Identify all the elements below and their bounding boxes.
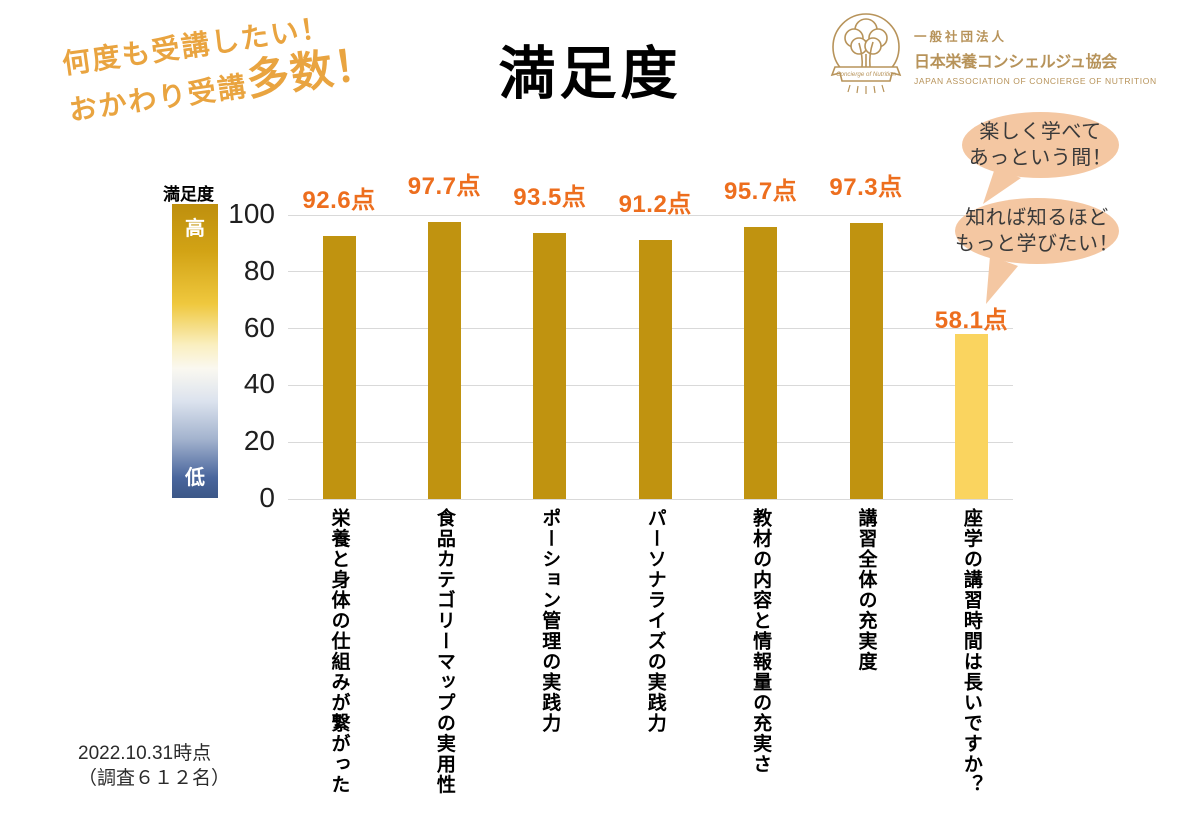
bar <box>638 239 672 499</box>
bar <box>533 233 567 499</box>
org-name-en: JAPAN ASSOCIATION OF CONCIERGE OF NUTRIT… <box>914 76 1157 86</box>
bar-value-label: 58.1点 <box>934 306 1008 334</box>
category-label: ポーション管理の実践力 <box>539 508 561 734</box>
bubble-tail-2 <box>986 256 1018 304</box>
bubble-1-line1: 楽しく学べて <box>979 121 1102 143</box>
logo-text: 一般社団法人 日本栄養コンシェルジュ協会 JAPAN ASSOCIATION O… <box>914 10 1157 98</box>
emblem-banner-text: Concierge of Nutrition <box>836 71 896 78</box>
footnote: 2022.10.31時点 （調査６１２名） <box>78 742 230 791</box>
bar-value-label: 93.5点 <box>513 184 587 212</box>
category-label: パーソナライズの実践力 <box>644 508 666 734</box>
gradient-legend-bar: 高 低 <box>172 204 218 498</box>
bar <box>954 333 988 499</box>
category-label: 講習全体の充実度 <box>855 508 877 672</box>
legend-low-label: 低 <box>185 467 205 489</box>
category-label: 栄養と身体の仕組みが繋がった <box>328 508 350 795</box>
page-title: 満足度 <box>498 42 682 106</box>
category-label: 教材の内容と情報量の充実さ <box>750 508 772 775</box>
tree-emblem-icon: Concierge of Nutrition <box>830 13 902 94</box>
y-axis-tick-label: 80 <box>243 254 275 286</box>
speech-bubble-1: 楽しく学べて あっという間！ <box>962 112 1119 178</box>
legend-title: 満足度 <box>163 185 214 204</box>
org-name: 日本栄養コンシェルジュ協会 <box>914 54 1117 71</box>
bar-value-label: 92.6点 <box>302 187 376 215</box>
bar-value-label: 97.3点 <box>829 173 903 201</box>
y-axis-tick-label: 20 <box>243 425 275 457</box>
category-label: 座学の講習時間は長いですか？ <box>960 508 982 795</box>
y-axis-tick-label: 60 <box>243 311 275 343</box>
footnote-sample: （調査６１２名） <box>78 767 231 789</box>
tagline: 何度も受講したい！ おかわり受講多数！ <box>60 3 380 130</box>
bubble-2-line1: 知れば知るほど <box>965 207 1109 229</box>
bubble-tail-1 <box>983 168 1021 204</box>
bubble-2-line2: もっと学びたい！ <box>955 233 1119 255</box>
bar <box>427 221 461 499</box>
category-label: 食品カテゴリーマップの実用性 <box>433 508 455 795</box>
bar-value-label: 97.7点 <box>407 172 481 200</box>
legend-high-label: 高 <box>185 218 205 240</box>
y-axis-tick-label: 40 <box>243 368 275 400</box>
bar-value-label: 91.2点 <box>618 190 692 218</box>
gridline <box>288 498 1013 500</box>
y-axis-tick-label: 0 <box>259 482 275 513</box>
bar-value-label: 95.7点 <box>723 178 798 206</box>
footnote-date: 2022.10.31時点 <box>78 743 212 764</box>
speech-bubble-2: 知れば知るほど もっと学びたい！ <box>955 198 1119 264</box>
y-axis-tick-label: 100 <box>228 198 275 229</box>
org-type: 一般社団法人 <box>914 30 1008 44</box>
bar <box>744 227 778 499</box>
bar <box>322 236 356 499</box>
bubble-1-line2: あっという間！ <box>968 147 1113 169</box>
bar <box>849 222 883 499</box>
gridline <box>288 214 1013 216</box>
org-logo: Concierge of Nutrition 一般社団法人 日本栄養コンシェルジ… <box>826 10 1157 98</box>
